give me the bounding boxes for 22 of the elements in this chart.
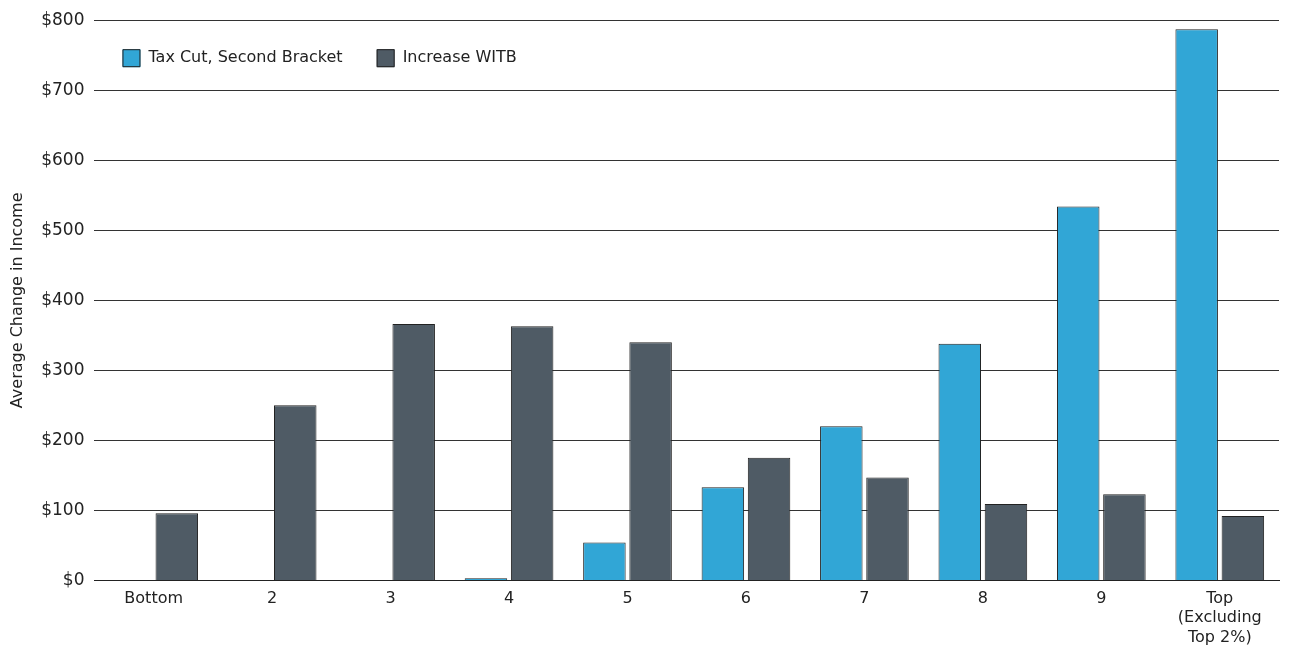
- legend-label: Increase WITB: [402, 47, 517, 67]
- y-tick-label: $200: [41, 428, 85, 449]
- x-tick-label: 7: [859, 588, 870, 608]
- y-tick-label: $400: [41, 288, 85, 309]
- y-tick-label: $500: [41, 218, 85, 239]
- x-tick-label: Bottom: [124, 588, 184, 608]
- x-tick-label: 5: [622, 588, 633, 608]
- y-tick-label: $700: [41, 78, 85, 99]
- y-axis-title: Average Change in Income: [6, 192, 26, 409]
- y-tick-label: $800: [41, 8, 85, 29]
- x-tick-label: 2: [267, 588, 278, 608]
- x-tick-label: Top (Excluding Top 2%): [1177, 588, 1262, 646]
- x-tick-label: 4: [503, 588, 515, 608]
- x-tick-label: 9: [1096, 588, 1107, 608]
- y-tick-label: $100: [41, 498, 85, 519]
- y-tick-label: $600: [41, 148, 85, 169]
- x-tick-label: 6: [740, 588, 752, 608]
- y-tick-label: $0: [62, 568, 85, 589]
- legend-label: Tax Cut, Second Bracket: [147, 47, 343, 67]
- y-tick-label: $300: [41, 358, 85, 379]
- x-tick-label: 8: [977, 588, 988, 608]
- x-tick-label: 3: [385, 588, 396, 608]
